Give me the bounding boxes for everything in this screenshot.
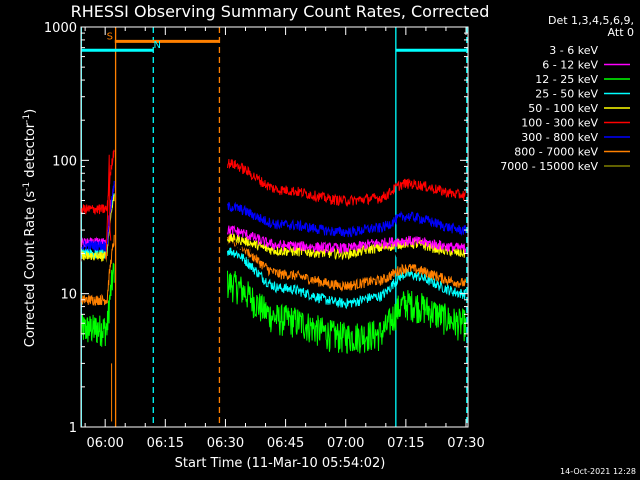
legend-entry-label: 6 - 12 keV [542, 59, 598, 72]
plot-area: SN [80, 27, 468, 427]
y-tick-label: 10 [60, 288, 77, 303]
legend-entry-label: 800 - 7000 keV [514, 146, 598, 159]
legend-entry-label: 3 - 6 keV [549, 44, 598, 57]
flag-label: N [154, 40, 161, 51]
y-axis-label: Corrected Count Rate (s-1 detector-1) [22, 109, 38, 347]
plot-frame [80, 26, 469, 428]
series-line [227, 234, 467, 292]
legend-entry-label: 300 - 800 keV [521, 131, 598, 144]
y-tick-label: 1 [69, 421, 77, 436]
series-line [81, 180, 115, 253]
flag-label: S [107, 31, 113, 42]
x-tick-label: 07:30 [447, 436, 484, 451]
series-line [81, 194, 115, 264]
series-line [227, 158, 467, 208]
black-series-line [227, 239, 467, 269]
y-tick-label: 100 [52, 154, 77, 169]
y-tick-label: 1000 [44, 21, 77, 36]
chart-title: RHESSI Observing Summary Count Rates, Co… [71, 2, 490, 21]
series-line [227, 270, 467, 354]
x-tick-label: 06:00 [86, 436, 123, 451]
black-series-line [81, 201, 115, 269]
series-line [227, 247, 467, 310]
footer-timestamp: 14-Oct-2021 12:28 [560, 467, 636, 476]
legend-header: Att 0 [608, 26, 634, 39]
legend: Det 1,3,4,5,6,9,Att 0 3 - 6 keV 6 - 12 keV… [500, 14, 634, 173]
x-axis: 06:00 06:15 06:30 06:45 07:00 07:15 07:30 [84, 27, 485, 451]
spike-line [105, 154, 112, 260]
x-tick-label: 07:00 [327, 436, 364, 451]
series-line [227, 225, 467, 254]
series-line [81, 262, 115, 347]
series-line [81, 234, 115, 306]
legend-entry-label: 100 - 300 keV [521, 117, 598, 130]
x-axis-label: Start Time (11-Mar-10 05:54:02) [175, 456, 386, 471]
legend-entry-label: 7000 - 15000 keV [500, 160, 598, 173]
x-tick-label: 06:15 [147, 436, 184, 451]
series-line [227, 201, 467, 238]
legend-header: Det 1,3,4,5,6,9, [548, 14, 634, 27]
x-tick-label: 07:15 [387, 436, 424, 451]
legend-entry-label: 50 - 100 keV [528, 102, 598, 115]
legend-entry-label: 12 - 25 keV [535, 73, 598, 86]
y-axis: 1 10 100 1000 [44, 21, 468, 436]
x-tick-label: 06:30 [207, 436, 244, 451]
legend-entry-label: 25 - 50 keV [535, 88, 598, 101]
x-tick-label: 06:45 [267, 436, 304, 451]
